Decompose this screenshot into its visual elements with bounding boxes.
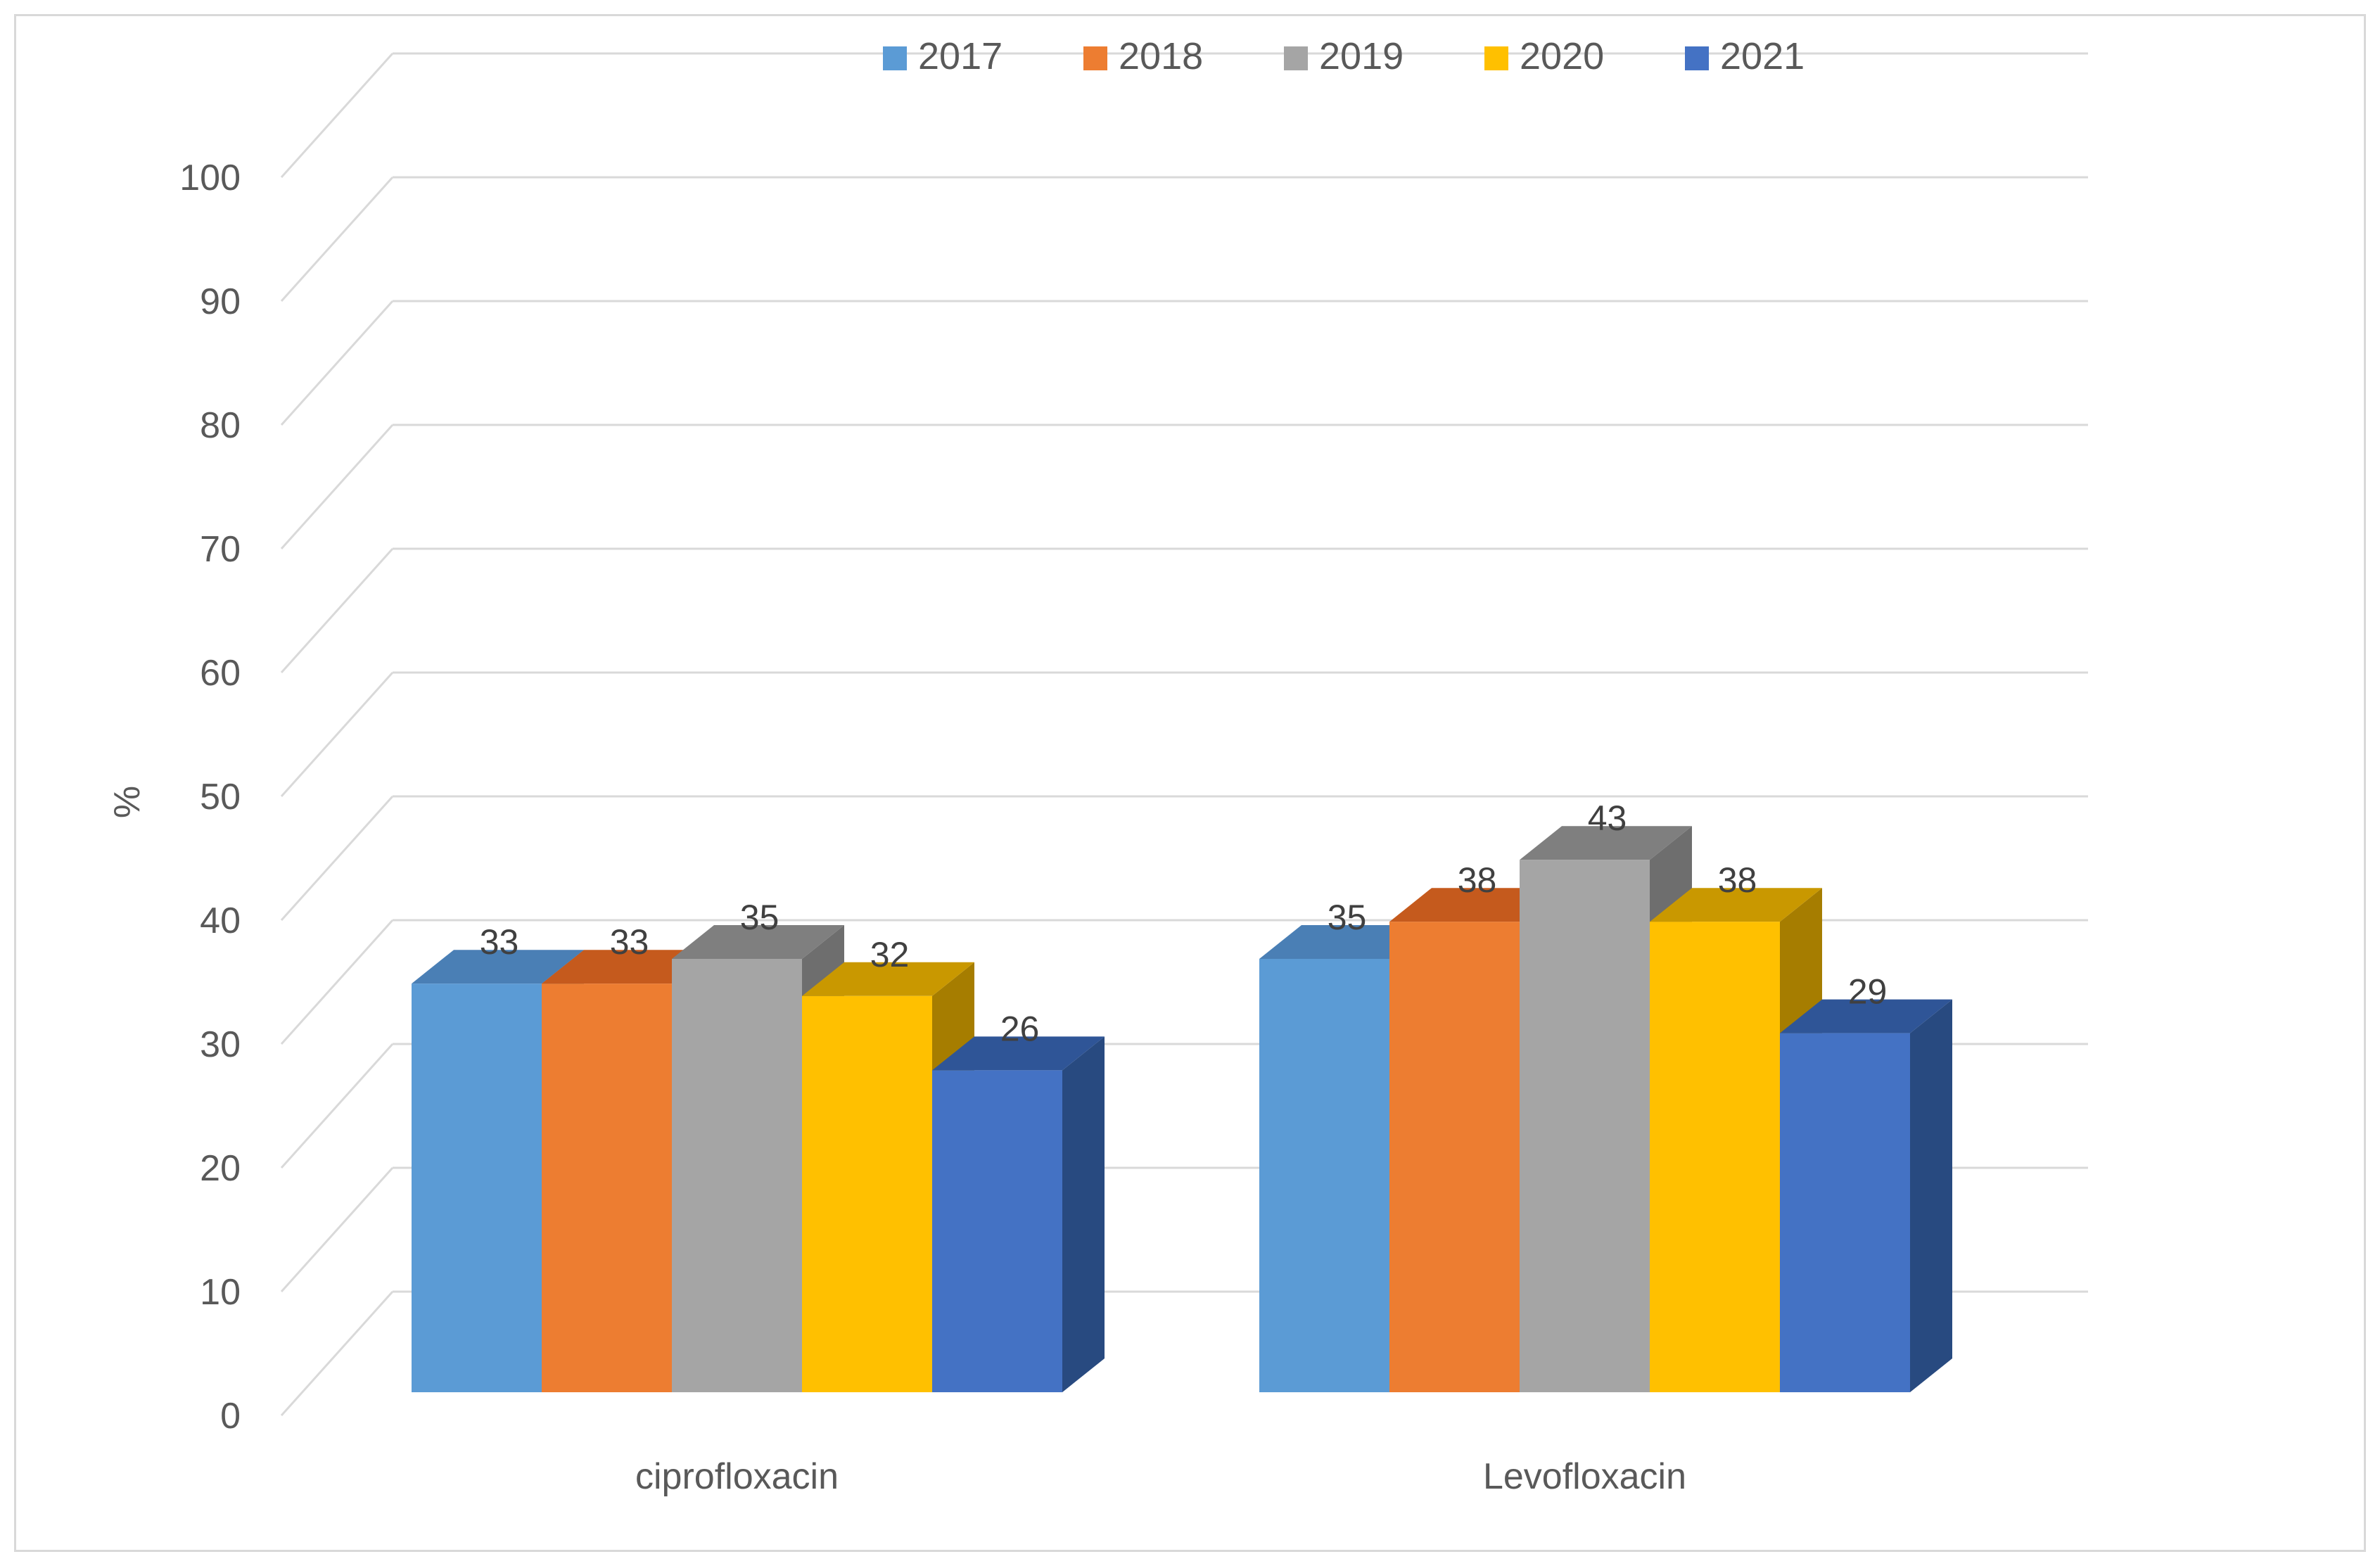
bar-front bbox=[1780, 1033, 1910, 1392]
bar-top bbox=[412, 950, 584, 984]
bar-front bbox=[1259, 959, 1389, 1392]
data-label: 26 bbox=[1000, 1009, 1040, 1048]
bar-top bbox=[1389, 888, 1562, 922]
data-label: 35 bbox=[1328, 898, 1367, 937]
bar-front bbox=[672, 959, 802, 1392]
x-axis-ticks: ciprofloxacin Levofloxacin bbox=[635, 1456, 1686, 1497]
y-tick-label: 10 bbox=[200, 1272, 241, 1313]
y-tick-label: 90 bbox=[200, 281, 241, 322]
y-tick-label: 40 bbox=[200, 900, 241, 941]
y-tick-label: 30 bbox=[200, 1024, 241, 1065]
gridline-side bbox=[280, 919, 394, 1045]
bar-top bbox=[932, 1036, 1105, 1071]
data-label: 35 bbox=[740, 898, 779, 937]
bar-front bbox=[802, 995, 932, 1392]
y-tick-label: 80 bbox=[200, 405, 241, 446]
y-tick-label: 50 bbox=[200, 777, 241, 817]
y-tick-label: 20 bbox=[200, 1148, 241, 1189]
legend: 2017 2018 2019 2020 2021 bbox=[883, 35, 1805, 77]
data-label: 38 bbox=[1718, 860, 1757, 900]
bar-side bbox=[1062, 1036, 1105, 1392]
data-label: 38 bbox=[1458, 860, 1497, 900]
gridline-side bbox=[280, 1043, 394, 1169]
bars bbox=[412, 826, 1952, 1392]
bar-ciprofloxacin-2021 bbox=[932, 1036, 1105, 1392]
data-label: 43 bbox=[1588, 798, 1627, 838]
data-label: 29 bbox=[1848, 972, 1888, 1012]
y-tick-label: 100 bbox=[179, 158, 241, 198]
bar-front bbox=[1520, 860, 1650, 1392]
y-tick-label: 60 bbox=[200, 653, 241, 694]
data-labels: 33 33 35 32 26 35 38 43 38 29 bbox=[480, 798, 1888, 1048]
y-axis-ticks: 0 10 20 30 40 50 60 70 80 90 100 bbox=[179, 158, 241, 1437]
bar-top bbox=[1520, 826, 1692, 860]
gridline-side bbox=[280, 1290, 394, 1417]
legend-swatch bbox=[1484, 46, 1508, 70]
gridline-side bbox=[280, 176, 394, 303]
gridline-side bbox=[280, 52, 394, 179]
legend-label: 2018 bbox=[1119, 35, 1203, 77]
gridline-side bbox=[280, 424, 394, 550]
bar-top bbox=[1650, 888, 1822, 922]
legend-label: 2020 bbox=[1520, 35, 1604, 77]
legend-label: 2021 bbox=[1720, 35, 1805, 77]
legend-item-2017: 2017 bbox=[883, 35, 1003, 77]
bar-top bbox=[1259, 925, 1432, 959]
bar-front bbox=[412, 983, 542, 1392]
chart-frame bbox=[14, 14, 2366, 1552]
legend-label: 2019 bbox=[1319, 35, 1404, 77]
legend-swatch bbox=[1685, 46, 1709, 70]
legend-item-2021: 2021 bbox=[1685, 35, 1805, 77]
gridline-side bbox=[280, 671, 394, 798]
x-tick-label: Levofloxacin bbox=[1483, 1456, 1686, 1497]
bar-top bbox=[802, 962, 974, 996]
bar-side bbox=[1910, 999, 1952, 1392]
bar-front bbox=[1389, 922, 1520, 1392]
legend-swatch bbox=[883, 46, 907, 70]
bar-top bbox=[1780, 999, 1952, 1033]
bar-top bbox=[542, 950, 714, 984]
bar-top bbox=[672, 925, 844, 959]
legend-label: 2017 bbox=[918, 35, 1003, 77]
y-axis-label: % bbox=[107, 786, 148, 818]
y-tick-label: 70 bbox=[200, 529, 241, 570]
gridline-side bbox=[280, 300, 394, 426]
bar-front bbox=[932, 1070, 1062, 1392]
data-label: 33 bbox=[480, 922, 519, 962]
legend-swatch bbox=[1083, 46, 1107, 70]
gridline-side bbox=[280, 1166, 394, 1293]
gridline-side bbox=[280, 795, 394, 922]
legend-item-2019: 2019 bbox=[1284, 35, 1404, 77]
bar-front bbox=[542, 983, 672, 1392]
y-tick-label: 0 bbox=[220, 1396, 241, 1437]
legend-item-2018: 2018 bbox=[1083, 35, 1203, 77]
bar-front bbox=[1650, 922, 1780, 1392]
legend-item-2020: 2020 bbox=[1484, 35, 1604, 77]
gridline-side bbox=[280, 547, 394, 674]
legend-swatch bbox=[1284, 46, 1308, 70]
data-label: 33 bbox=[610, 922, 649, 962]
bar-Levofloxacin-2021 bbox=[1780, 999, 1952, 1392]
data-label: 32 bbox=[870, 935, 910, 974]
x-tick-label: ciprofloxacin bbox=[635, 1456, 839, 1497]
